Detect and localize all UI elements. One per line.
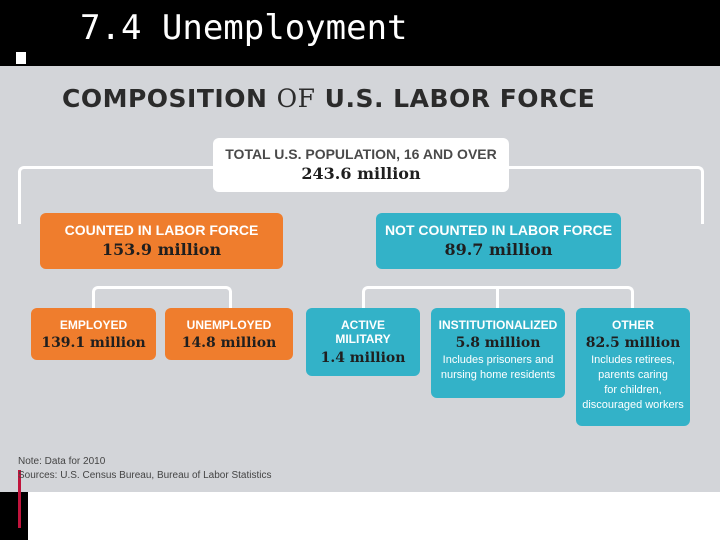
left-accent-white [16,52,26,64]
counted-value: 153.9 million [101,240,222,259]
employed-label: EMPLOYED [59,318,128,332]
active-military-box: ACTIVE MILITARY 1.4 million [306,308,420,376]
total-population-value: 243.6 million [301,164,421,183]
infographic-heading: COMPOSITION OF U.S. LABOR FORCE [62,84,595,113]
other-label: OTHER [612,318,654,332]
not-counted-labor-force-box: NOT COUNTED IN LABOR FORCE 89.7 million [376,213,621,269]
heading-composition: COMPOSITION [62,84,268,113]
total-population-label: TOTAL U.S. POPULATION, 16 AND OVER [225,146,497,162]
heading-labor-force: U.S. LABOR FORCE [324,84,596,113]
not-counted-value: 89.7 million [444,240,553,259]
employed-value: 139.1 million [41,335,146,351]
institutionalized-note-line1: Includes prisoners and [442,354,554,366]
military-value: 1.4 million [320,350,406,366]
other-note-line4: discouraged workers [582,399,684,411]
military-label-line2: MILITARY [335,332,391,346]
unemployed-label: UNEMPLOYED [186,318,272,332]
employed-box: EMPLOYED 139.1 million [31,308,156,360]
other-note-line2: parents caring [598,369,668,381]
institutionalized-value: 5.8 million [455,335,541,351]
unemployed-value: 14.8 million [181,335,277,351]
slide-title: 7.4 Unemployment [80,8,408,48]
other-value: 82.5 million [585,335,681,351]
left-accent-red [18,470,21,528]
military-label-line1: ACTIVE [340,318,385,332]
data-note: Note: Data for 2010 [18,456,106,467]
other-box: OTHER 82.5 million Includes retirees, pa… [576,308,690,426]
counted-labor-force-box: COUNTED IN LABOR FORCE 153.9 million [40,213,283,269]
heading-of: OF [276,84,316,113]
unemployed-box: UNEMPLOYED 14.8 million [165,308,293,360]
bottom-strip [28,492,720,540]
counted-label: COUNTED IN LABOR FORCE [64,222,259,238]
connector-counted [92,286,232,310]
connector-not-counted-mid [496,286,499,310]
institutionalized-note-line2: nursing home residents [440,369,556,381]
institutionalized-box: INSTITUTIONALIZED 5.8 million Includes p… [431,308,565,398]
institutionalized-label: INSTITUTIONALIZED [438,318,558,332]
sources-note: Sources: U.S. Census Bureau, Bureau of L… [18,470,272,481]
infographic-panel [0,66,720,492]
not-counted-label: NOT COUNTED IN LABOR FORCE [384,222,613,238]
other-note-line1: Includes retirees, [591,354,675,366]
total-population-box: TOTAL U.S. POPULATION, 16 AND OVER 243.6… [213,138,509,192]
other-note-line3: for children, [604,384,662,396]
